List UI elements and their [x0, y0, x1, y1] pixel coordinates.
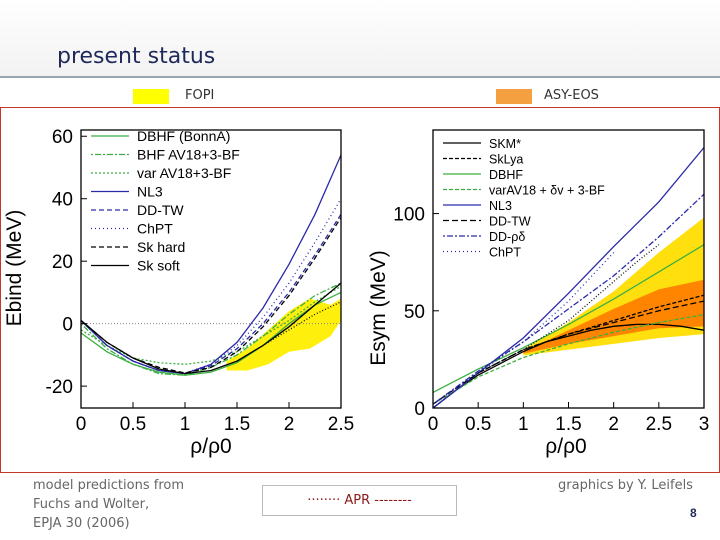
x-axis-label: ρ/ρ0	[545, 435, 586, 458]
series-line-dd	[432, 193, 705, 405]
header-band	[0, 0, 720, 78]
x-tick-label: 3	[699, 414, 710, 435]
y-tick-label: 100	[393, 205, 425, 226]
band	[226, 298, 341, 371]
apr-legend-box: ········ APR --------	[262, 485, 457, 516]
chart-panel: 0 0.5 1 1.5 2 2.5 3 100 50 0 ρ/ρ0 Esym (MeV) SKM* SkL…	[367, 129, 710, 458]
legend-label-skm: SKM*	[489, 137, 521, 151]
x-tick-label: 1	[518, 414, 529, 435]
series-line-dbhf	[432, 244, 705, 393]
legend-label-dd-tw: DD-TW	[489, 215, 531, 229]
legend-label-dd-tw: DD-TW	[137, 202, 184, 218]
legend-label-nl3: NL3	[489, 199, 512, 213]
y-tick-label: 40	[52, 190, 73, 211]
x-axis-label: ρ/ρ0	[190, 435, 231, 458]
x-tick-label: 0	[76, 414, 87, 435]
legend-label-fopi: FOPI	[185, 88, 215, 103]
legend-label-dd: DD-ρδ	[489, 230, 525, 244]
series-line-apr	[522, 244, 660, 351]
citation-line: model predictions from	[33, 478, 184, 493]
x-tick-label: 2.5	[328, 414, 354, 435]
legend-label-chpt: ChPT	[489, 246, 521, 260]
series-line-dd-tw	[432, 300, 705, 405]
series-line-varav18-v-3-bf	[432, 314, 705, 405]
legend-label-dbhf-bonna: DBHF (BonnA)	[137, 128, 230, 144]
y-tick-label: 20	[52, 252, 73, 273]
y-tick-label: 0	[414, 399, 425, 420]
x-tick-label: 1.5	[555, 414, 581, 435]
legend-label-dbhf: DBHF	[489, 168, 523, 182]
y-axis-label: Esym (MeV)	[367, 250, 390, 366]
legend-label-bhf-av18-3-bf: BHF AV18+3-BF	[137, 147, 240, 163]
band	[523, 279, 704, 354]
series-line-dbhf-bonna	[80, 291, 342, 376]
legend-label-sk-hard: Sk hard	[137, 239, 185, 255]
series-line-bhf-av18-3-bf	[80, 282, 342, 376]
series-line-sk-hard	[80, 217, 342, 374]
plot-frame	[80, 129, 342, 409]
legend-label-nl3: NL3	[137, 184, 163, 200]
legend-swatch-asy-eos	[496, 89, 532, 104]
x-tick-label: 0.5	[465, 414, 491, 435]
x-tick-label: 1	[180, 414, 191, 435]
figure-frame: 0 0.5 1 1.5 2 2.5 60 40 20 0 -20 ρ/ρ0 Ebind (MeV) DBH…	[0, 107, 720, 473]
x-tick-label: 2.5	[646, 414, 672, 435]
y-axis-label: Ebind (MeV)	[3, 210, 26, 327]
y-tick-label: 0	[62, 315, 73, 336]
legend-label-chpt: ChPT	[137, 221, 173, 237]
page-title: present status	[57, 44, 216, 69]
series-line-chpt	[80, 198, 342, 374]
legend-swatch-fopi	[133, 89, 169, 104]
y-tick-label: 60	[52, 127, 73, 148]
legend-label-varav18-v-3-bf: varAV18 + δv + 3-BF	[489, 184, 605, 198]
legend-label-var-av18-3-bf: var AV18+3-BF	[137, 165, 231, 181]
legend-label-asy-eos: ASY-EOS	[544, 88, 599, 103]
citation-line: Fuchs and Wolter,	[33, 497, 150, 512]
series-line-sk-soft	[80, 282, 342, 375]
legend-label-sk-soft: Sk soft	[137, 258, 180, 274]
series-line-var-av18-3-bf	[80, 285, 342, 365]
x-tick-label: 2	[608, 414, 619, 435]
page-number: 8	[690, 506, 697, 520]
series-line-apr	[236, 301, 342, 362]
y-tick-label: -20	[46, 377, 73, 398]
citation-line: EPJA 30 (2006)	[33, 516, 130, 531]
x-tick-label: 2	[284, 414, 295, 435]
series-line-chpt	[432, 252, 615, 405]
graphics-credit: graphics by Y. Leifels	[558, 478, 693, 493]
legend-label-sklya: SkLya	[489, 153, 523, 167]
y-tick-label: 50	[404, 302, 425, 323]
header-divider	[0, 76, 720, 78]
citation: model predictions from Fuchs and Wolter,…	[33, 476, 184, 533]
x-tick-label: 0.5	[120, 414, 146, 435]
x-tick-label: 0	[428, 414, 439, 435]
series-line-skm	[432, 323, 705, 409]
x-tick-label: 1.5	[224, 414, 250, 435]
